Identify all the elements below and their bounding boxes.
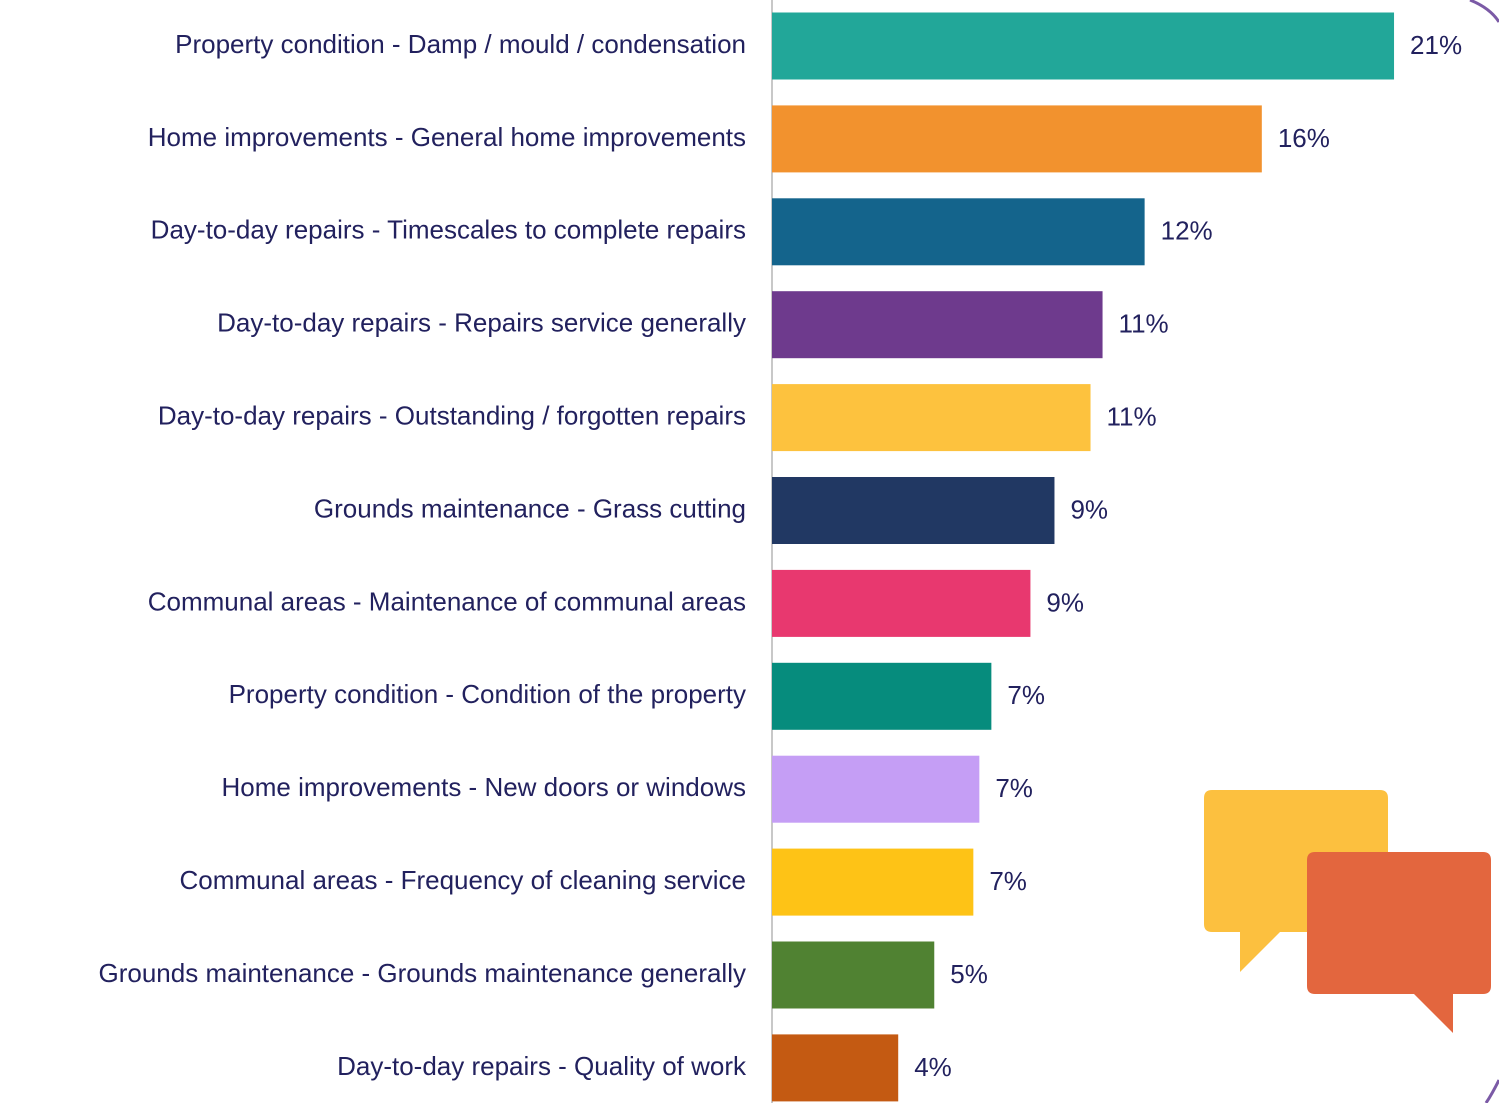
bar [772,291,1103,359]
bar [772,941,935,1009]
bar [772,384,1091,452]
value-label: 11% [1107,401,1157,431]
value-label: 16% [1278,123,1330,153]
category-label: Home improvements - New doors or windows [221,772,746,802]
bar [772,477,1055,544]
bar [772,12,1395,80]
value-label: 11% [1119,309,1169,339]
category-label: Property condition - Damp / mould / cond… [175,29,746,59]
category-label: Grounds maintenance - Grounds maintenanc… [99,958,747,988]
value-label: 9% [1046,587,1084,617]
decor-curve [1469,0,1499,23]
category-label: Day-to-day repairs - Repairs service gen… [217,308,746,338]
category-label: Day-to-day repairs - Quality of work [337,1051,747,1081]
value-label: 21% [1410,30,1462,60]
category-label: Grounds maintenance - Grass cutting [314,493,746,523]
value-label: 12% [1161,216,1213,246]
category-label: Home improvements - General home improve… [148,122,746,152]
bar [772,662,992,730]
value-label: 7% [995,773,1033,803]
category-label: Property condition - Condition of the pr… [229,679,746,709]
category-label: Day-to-day repairs - Timescales to compl… [151,215,746,245]
value-label: 4% [914,1052,952,1082]
bar [772,848,974,916]
bar [772,755,980,823]
category-label: Communal areas - Frequency of cleaning s… [180,865,746,895]
bubble [1307,852,1491,1033]
value-label: 5% [950,959,988,989]
speech-bubbles [1204,790,1491,1033]
value-label: 7% [1007,680,1045,710]
category-label: Communal areas - Maintenance of communal… [148,586,746,616]
bar [772,198,1145,266]
bar [772,105,1262,173]
category-label: Day-to-day repairs - Outstanding / forgo… [158,400,746,430]
value-label: 7% [989,866,1027,896]
bar [772,569,1031,637]
value-label: 9% [1070,494,1108,524]
decor-curve [1484,1079,1499,1103]
bar [772,1034,899,1102]
